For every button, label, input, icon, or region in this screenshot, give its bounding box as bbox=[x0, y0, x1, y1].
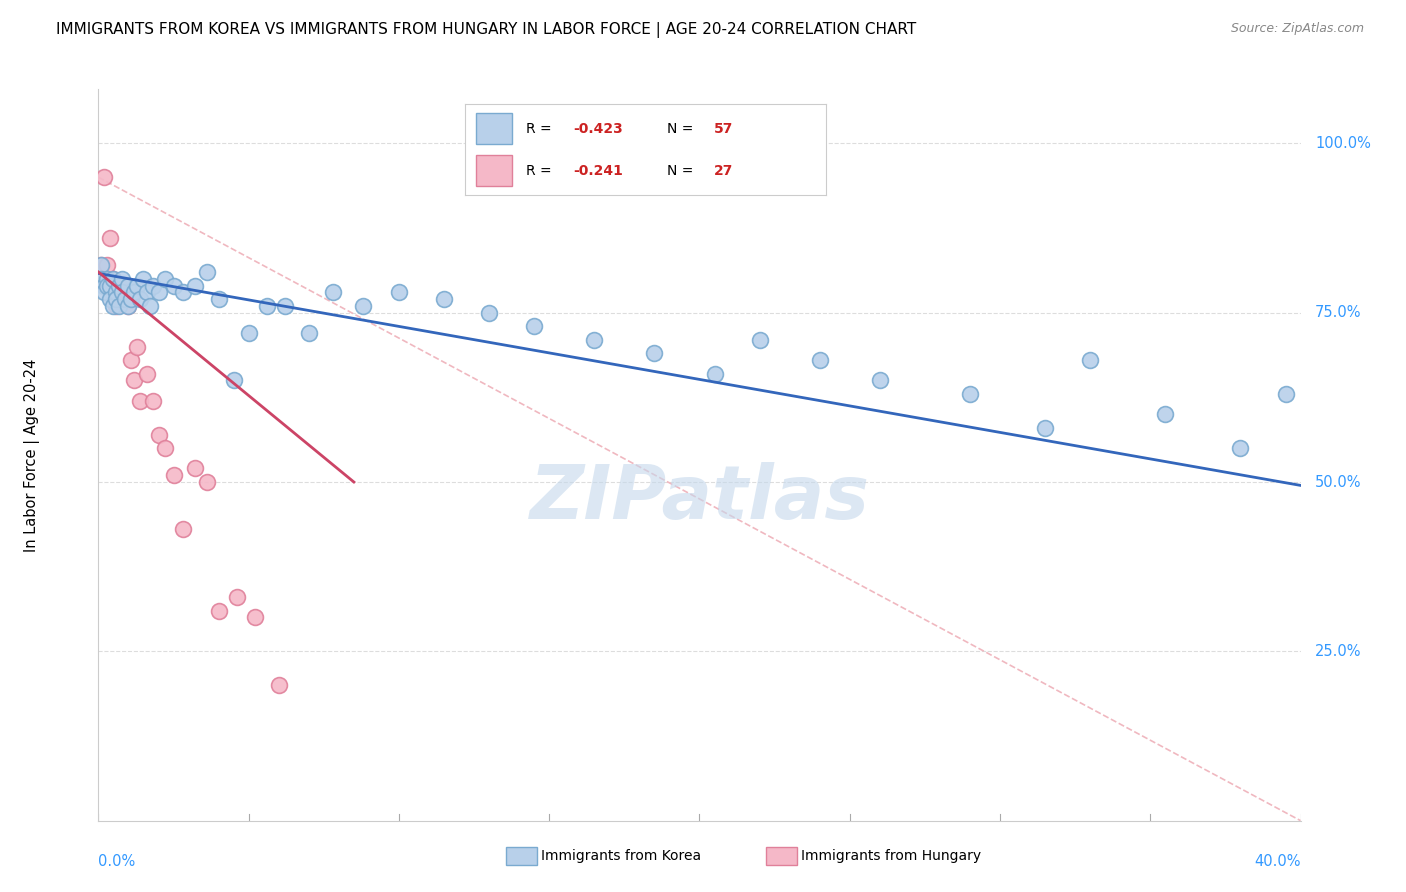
Point bbox=[117, 278, 139, 293]
Point bbox=[183, 461, 205, 475]
Point bbox=[100, 231, 122, 245]
Point bbox=[1033, 421, 1056, 435]
Point bbox=[243, 610, 266, 624]
Point bbox=[148, 427, 170, 442]
Point bbox=[583, 333, 606, 347]
Point bbox=[100, 292, 122, 306]
Point bbox=[748, 333, 770, 347]
Point bbox=[135, 285, 157, 300]
Point bbox=[108, 299, 131, 313]
Point bbox=[93, 170, 115, 185]
Point bbox=[141, 278, 163, 293]
Point bbox=[105, 285, 128, 300]
Point bbox=[298, 326, 321, 340]
Point bbox=[703, 367, 725, 381]
Point bbox=[105, 278, 128, 293]
Point bbox=[274, 299, 297, 313]
Point bbox=[105, 299, 128, 313]
Point bbox=[267, 678, 290, 692]
Text: IMMIGRANTS FROM KOREA VS IMMIGRANTS FROM HUNGARY IN LABOR FORCE | AGE 20-24 CORR: IMMIGRANTS FROM KOREA VS IMMIGRANTS FROM… bbox=[56, 22, 917, 38]
Point bbox=[523, 319, 546, 334]
Point bbox=[103, 272, 125, 286]
Point bbox=[129, 393, 152, 408]
Point bbox=[256, 299, 278, 313]
Point bbox=[352, 299, 374, 313]
Point bbox=[222, 373, 245, 387]
Point bbox=[195, 265, 218, 279]
Point bbox=[1229, 441, 1251, 455]
Point bbox=[129, 292, 152, 306]
Point bbox=[162, 468, 184, 483]
Point bbox=[90, 272, 112, 286]
Point bbox=[117, 299, 139, 313]
Point bbox=[93, 278, 115, 293]
Point bbox=[103, 272, 125, 286]
Point bbox=[1274, 387, 1296, 401]
Text: 0.0%: 0.0% bbox=[98, 854, 135, 869]
Point bbox=[117, 299, 139, 313]
Text: Immigrants from Korea: Immigrants from Korea bbox=[541, 849, 702, 863]
Point bbox=[322, 285, 344, 300]
Point bbox=[153, 441, 176, 455]
Text: Immigrants from Hungary: Immigrants from Hungary bbox=[801, 849, 981, 863]
Point bbox=[172, 523, 194, 537]
Point bbox=[96, 272, 118, 286]
Point bbox=[869, 373, 891, 387]
Point bbox=[238, 326, 260, 340]
Point bbox=[388, 285, 411, 300]
Point bbox=[114, 292, 136, 306]
Point bbox=[121, 353, 143, 368]
Point bbox=[114, 292, 136, 306]
Point bbox=[183, 278, 205, 293]
Point bbox=[127, 340, 149, 354]
Point bbox=[93, 285, 115, 300]
Point bbox=[111, 272, 134, 286]
Point bbox=[135, 367, 157, 381]
Point bbox=[225, 590, 247, 604]
Point bbox=[643, 346, 665, 360]
Point bbox=[127, 278, 149, 293]
Point bbox=[96, 258, 118, 272]
Point bbox=[108, 278, 131, 293]
Point bbox=[172, 285, 194, 300]
Point bbox=[96, 278, 118, 293]
Point bbox=[121, 292, 143, 306]
Point bbox=[90, 258, 112, 272]
Text: Source: ZipAtlas.com: Source: ZipAtlas.com bbox=[1230, 22, 1364, 36]
Point bbox=[478, 306, 501, 320]
Point bbox=[103, 299, 125, 313]
Point bbox=[208, 604, 231, 618]
Point bbox=[153, 272, 176, 286]
Text: 75.0%: 75.0% bbox=[1315, 305, 1361, 320]
Point bbox=[808, 353, 831, 368]
Point bbox=[1154, 407, 1177, 421]
Text: 40.0%: 40.0% bbox=[1254, 854, 1301, 869]
Point bbox=[108, 278, 131, 293]
Text: 100.0%: 100.0% bbox=[1315, 136, 1371, 151]
Point bbox=[1078, 353, 1101, 368]
Point bbox=[162, 278, 184, 293]
Point bbox=[100, 278, 122, 293]
Point bbox=[433, 292, 456, 306]
Point bbox=[208, 292, 231, 306]
Text: ZIPatlas: ZIPatlas bbox=[530, 462, 869, 535]
Point bbox=[132, 272, 155, 286]
Point bbox=[124, 285, 146, 300]
Point bbox=[90, 258, 112, 272]
Point bbox=[138, 299, 160, 313]
Point bbox=[105, 292, 128, 306]
Point bbox=[195, 475, 218, 489]
Point bbox=[111, 285, 134, 300]
Point bbox=[111, 285, 134, 300]
Point bbox=[148, 285, 170, 300]
Point bbox=[141, 393, 163, 408]
Point bbox=[959, 387, 981, 401]
Text: 50.0%: 50.0% bbox=[1315, 475, 1361, 490]
Point bbox=[124, 373, 146, 387]
Text: In Labor Force | Age 20-24: In Labor Force | Age 20-24 bbox=[24, 359, 41, 551]
Text: 25.0%: 25.0% bbox=[1315, 644, 1361, 659]
